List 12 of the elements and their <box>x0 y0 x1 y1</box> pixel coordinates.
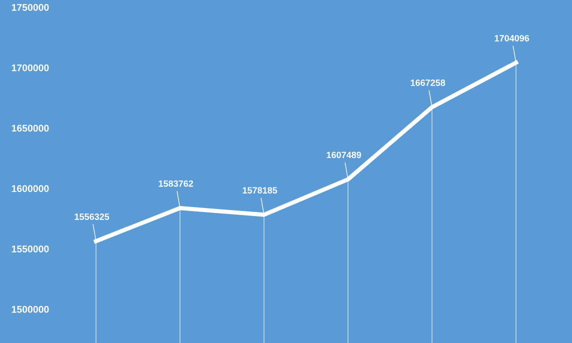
data-label: 1607489 <box>326 152 362 158</box>
y-tick-label: 1750000 <box>12 4 49 11</box>
data-label: 1583762 <box>158 180 194 187</box>
data-label: 1667258 <box>410 80 446 86</box>
y-tick-label: 1700000 <box>12 64 49 72</box>
y-tick-label: 1500000 <box>12 306 49 313</box>
data-label: 1578185 <box>242 187 278 194</box>
y-tick-label: 1600000 <box>12 185 49 192</box>
y-tick-label: 1650000 <box>12 124 49 132</box>
data-label: 1556325 <box>74 214 110 220</box>
y-tick-label: 1550000 <box>12 246 49 252</box>
data-label: 1704096 <box>494 35 530 42</box>
